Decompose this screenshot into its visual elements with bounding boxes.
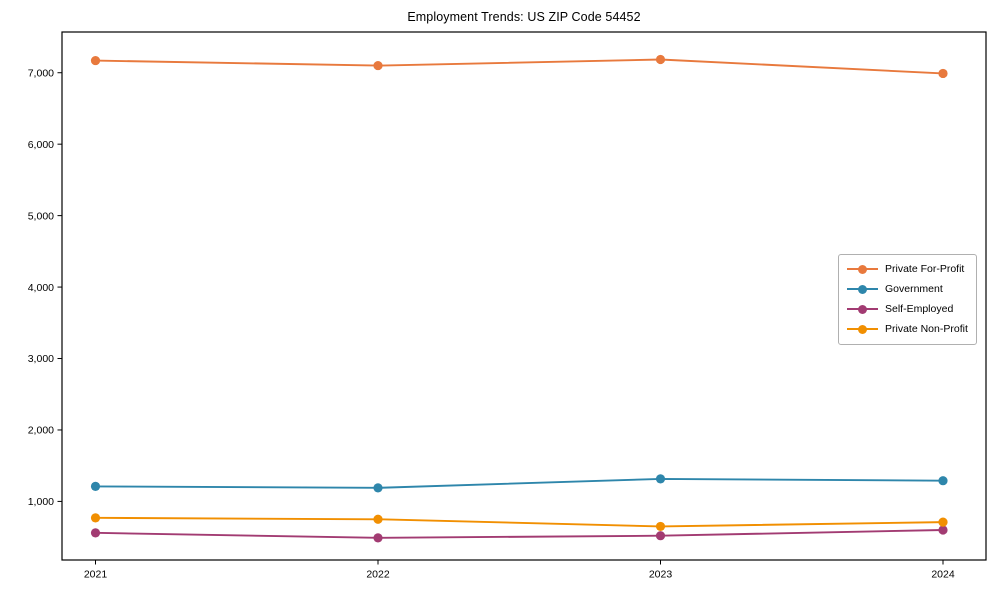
data-point-self-employed-2021 (90, 528, 101, 538)
legend-item-private-for-profit: Private For-Profit (847, 262, 968, 277)
x-tick-label: 2021 (84, 569, 108, 581)
series-line-self-employed (94, 529, 944, 539)
legend-label: Private For-Profit (885, 263, 965, 276)
chart-title: Employment Trends: US ZIP Code 54452 (407, 10, 641, 24)
data-point-self-employed-2022 (373, 533, 383, 543)
plot-border (61, 31, 987, 561)
data-point-private-for-profit-2024 (938, 68, 948, 79)
legend-marker-icon (847, 264, 878, 274)
data-point-private-non-profit-2023 (655, 521, 666, 532)
data-point-government-2021 (90, 481, 101, 492)
data-point-self-employed-2023 (655, 531, 666, 541)
data-point-private-for-profit-2021 (90, 55, 101, 66)
data-point-private-for-profit-2023 (655, 54, 666, 65)
legend-label: Self-Employed (885, 303, 954, 316)
data-point-self-employed-2024 (938, 525, 948, 535)
y-tick-label: 1,000 (28, 496, 54, 508)
legend-item-private-non-profit: Private Non-Profit (847, 322, 968, 337)
legend-marker-icon (847, 284, 878, 294)
series-line-government (94, 477, 944, 489)
data-point-government-2023 (655, 474, 666, 484)
y-tick-label: 4,000 (28, 282, 54, 294)
x-tick-label: 2023 (649, 569, 673, 581)
y-tick-label: 7,000 (28, 67, 54, 79)
data-point-government-2024 (938, 476, 948, 486)
legend-item-government: Government (847, 282, 968, 297)
legend: Private For-Profit Government Self-Employe… (838, 254, 977, 345)
y-tick-label: 2,000 (28, 425, 54, 437)
data-point-government-2022 (373, 483, 383, 493)
data-point-private-non-profit-2024 (938, 517, 948, 527)
legend-label: Private Non-Profit (885, 323, 968, 336)
y-tick-label: 5,000 (28, 210, 54, 222)
x-tick-label: 2022 (366, 569, 390, 581)
y-tick-label: 3,000 (28, 353, 54, 365)
legend-marker-icon (847, 324, 878, 334)
data-point-private-non-profit-2022 (373, 514, 383, 524)
legend-item-self-employed: Self-Employed (847, 302, 968, 317)
legend-marker-icon (847, 304, 878, 314)
legend-label: Government (885, 283, 943, 296)
series-line-private-non-profit (94, 516, 944, 528)
series-line-private-for-profit (94, 58, 944, 75)
x-tick-label: 2024 (931, 569, 955, 581)
data-point-private-for-profit-2022 (373, 60, 383, 71)
y-tick-label: 6,000 (28, 139, 54, 151)
data-point-private-non-profit-2021 (90, 513, 101, 523)
